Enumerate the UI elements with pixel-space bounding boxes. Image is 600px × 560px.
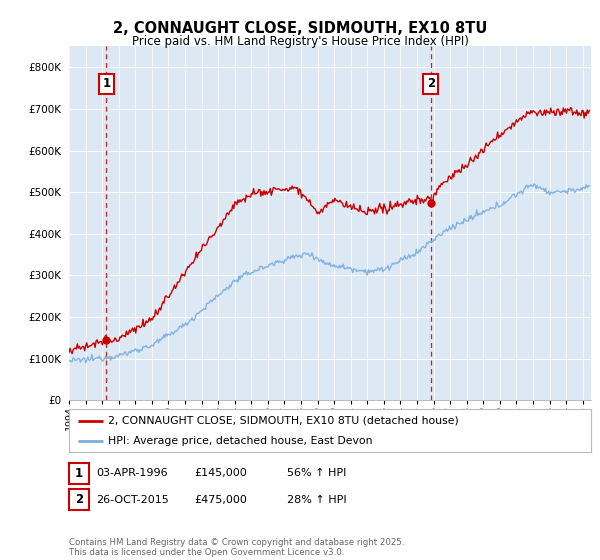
Text: Contains HM Land Registry data © Crown copyright and database right 2025.
This d: Contains HM Land Registry data © Crown c… [69,538,404,557]
Text: 26-OCT-2015: 26-OCT-2015 [96,494,169,505]
Text: HPI: Average price, detached house, East Devon: HPI: Average price, detached house, East… [108,436,373,446]
Text: 1: 1 [75,466,83,480]
Text: 03-APR-1996: 03-APR-1996 [96,468,167,478]
Text: 28% ↑ HPI: 28% ↑ HPI [287,494,346,505]
Text: 2: 2 [427,77,435,91]
Text: Price paid vs. HM Land Registry's House Price Index (HPI): Price paid vs. HM Land Registry's House … [131,35,469,48]
Text: £145,000: £145,000 [194,468,247,478]
Text: 2, CONNAUGHT CLOSE, SIDMOUTH, EX10 8TU: 2, CONNAUGHT CLOSE, SIDMOUTH, EX10 8TU [113,21,487,36]
Text: 1: 1 [102,77,110,91]
Text: 56% ↑ HPI: 56% ↑ HPI [287,468,346,478]
Text: £475,000: £475,000 [194,494,247,505]
Text: 2: 2 [75,493,83,506]
Text: 2, CONNAUGHT CLOSE, SIDMOUTH, EX10 8TU (detached house): 2, CONNAUGHT CLOSE, SIDMOUTH, EX10 8TU (… [108,416,459,426]
